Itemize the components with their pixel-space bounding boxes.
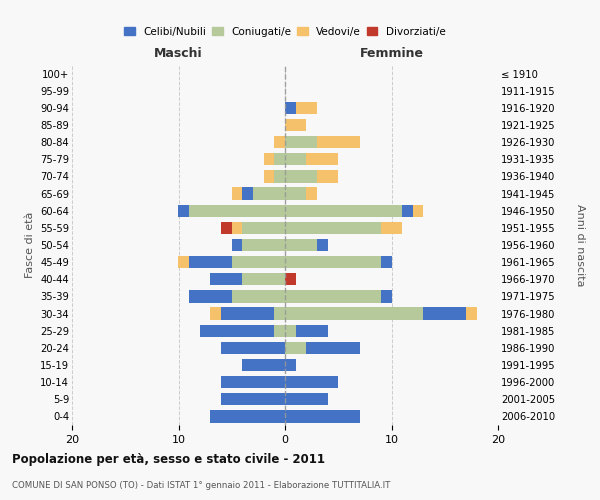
Bar	[189, 290, 232, 302]
Bar	[317, 239, 328, 251]
Bar	[274, 153, 285, 166]
Bar	[285, 359, 296, 371]
Bar	[189, 204, 285, 217]
Bar	[242, 188, 253, 200]
Bar	[381, 290, 392, 302]
Bar	[253, 188, 285, 200]
Bar	[179, 204, 189, 217]
Bar	[232, 188, 242, 200]
Bar	[285, 290, 381, 302]
Bar	[285, 102, 296, 114]
Bar	[317, 170, 338, 182]
Legend: Celibi/Nubili, Coniugati/e, Vedovi/e, Divorziati/e: Celibi/Nubili, Coniugati/e, Vedovi/e, Di…	[121, 24, 449, 40]
Bar	[307, 188, 317, 200]
Bar	[285, 204, 402, 217]
Bar	[466, 308, 476, 320]
Bar	[211, 410, 285, 422]
Bar	[285, 393, 328, 406]
Bar	[211, 273, 242, 285]
Bar	[232, 222, 242, 234]
Bar	[285, 239, 317, 251]
Bar	[296, 324, 328, 337]
Bar	[232, 290, 285, 302]
Bar	[242, 359, 285, 371]
Bar	[242, 273, 285, 285]
Bar	[296, 102, 317, 114]
Bar	[285, 222, 381, 234]
Y-axis label: Fasce di età: Fasce di età	[25, 212, 35, 278]
Bar	[221, 342, 285, 354]
Bar	[179, 256, 189, 268]
Bar	[274, 170, 285, 182]
Bar	[274, 324, 285, 337]
Text: Maschi: Maschi	[154, 47, 203, 60]
Bar	[307, 153, 338, 166]
Bar	[189, 256, 232, 268]
Bar	[232, 256, 285, 268]
Bar	[307, 342, 359, 354]
Bar	[285, 153, 307, 166]
Bar	[285, 376, 338, 388]
Bar	[402, 204, 413, 217]
Bar	[221, 308, 274, 320]
Bar	[285, 308, 424, 320]
Bar	[285, 256, 381, 268]
Bar	[285, 188, 307, 200]
Bar	[285, 324, 296, 337]
Text: Popolazione per età, sesso e stato civile - 2011: Popolazione per età, sesso e stato civil…	[12, 452, 325, 466]
Bar	[211, 308, 221, 320]
Bar	[221, 376, 285, 388]
Bar	[242, 239, 285, 251]
Bar	[285, 136, 317, 148]
Text: Femmine: Femmine	[359, 47, 424, 60]
Bar	[221, 393, 285, 406]
Bar	[200, 324, 274, 337]
Bar	[285, 342, 307, 354]
Bar	[424, 308, 466, 320]
Bar	[264, 153, 274, 166]
Bar	[285, 410, 359, 422]
Bar	[264, 170, 274, 182]
Bar	[242, 222, 285, 234]
Bar	[285, 273, 296, 285]
Bar	[285, 170, 317, 182]
Bar	[221, 222, 232, 234]
Bar	[274, 136, 285, 148]
Bar	[381, 222, 402, 234]
Bar	[274, 308, 285, 320]
Text: COMUNE DI SAN PONSO (TO) - Dati ISTAT 1° gennaio 2011 - Elaborazione TUTTITALIA.: COMUNE DI SAN PONSO (TO) - Dati ISTAT 1°…	[12, 481, 391, 490]
Bar	[413, 204, 424, 217]
Y-axis label: Anni di nascita: Anni di nascita	[575, 204, 585, 286]
Bar	[381, 256, 392, 268]
Bar	[232, 239, 242, 251]
Bar	[285, 119, 307, 131]
Bar	[317, 136, 359, 148]
